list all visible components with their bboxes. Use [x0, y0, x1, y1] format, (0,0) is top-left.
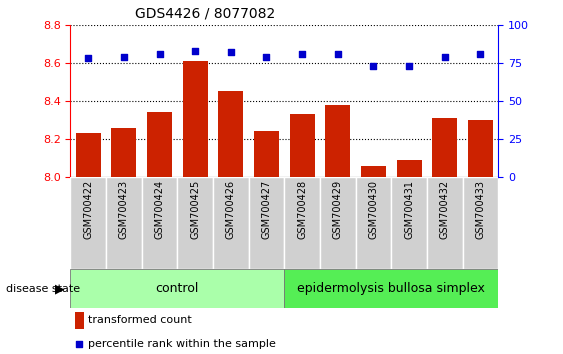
Bar: [361, 166, 386, 177]
Bar: [284, 177, 320, 269]
Text: transformed count: transformed count: [88, 315, 192, 325]
Bar: [249, 177, 284, 269]
Text: GSM700429: GSM700429: [333, 180, 343, 239]
Bar: [325, 105, 350, 177]
Point: [191, 48, 200, 53]
Text: GSM700424: GSM700424: [154, 180, 164, 239]
Point: [262, 54, 271, 59]
Bar: [106, 177, 142, 269]
Point: [298, 51, 307, 57]
Text: GSM700430: GSM700430: [368, 180, 378, 239]
Bar: [177, 177, 213, 269]
Bar: [356, 177, 391, 269]
Text: percentile rank within the sample: percentile rank within the sample: [88, 339, 276, 349]
Bar: [254, 131, 279, 177]
Bar: [70, 269, 284, 308]
Text: GSM700423: GSM700423: [119, 180, 129, 239]
Point: [333, 51, 342, 57]
Text: GSM700432: GSM700432: [440, 180, 450, 239]
Bar: [70, 177, 106, 269]
Text: ▶: ▶: [55, 282, 65, 295]
Point: [440, 54, 449, 59]
Bar: [75, 133, 101, 177]
Bar: [218, 91, 243, 177]
Text: GSM700428: GSM700428: [297, 180, 307, 239]
Bar: [432, 118, 457, 177]
Text: GSM700433: GSM700433: [475, 180, 485, 239]
Point: [155, 51, 164, 57]
Bar: [290, 114, 315, 177]
Point: [476, 51, 485, 57]
Text: GSM700425: GSM700425: [190, 180, 200, 239]
Bar: [111, 127, 136, 177]
Bar: [468, 120, 493, 177]
Text: GSM700431: GSM700431: [404, 180, 414, 239]
Text: epidermolysis bullosa simplex: epidermolysis bullosa simplex: [297, 282, 485, 295]
Text: GDS4426 / 8077082: GDS4426 / 8077082: [135, 7, 275, 21]
Bar: [284, 269, 498, 308]
Text: GSM700422: GSM700422: [83, 180, 93, 239]
Text: control: control: [155, 282, 199, 295]
Bar: [142, 177, 177, 269]
Bar: [75, 312, 84, 329]
Point: [369, 63, 378, 69]
Bar: [320, 177, 356, 269]
Bar: [427, 177, 463, 269]
Point: [226, 49, 235, 55]
Bar: [396, 160, 422, 177]
Bar: [182, 61, 208, 177]
Point: [119, 54, 128, 59]
Text: GSM700427: GSM700427: [261, 180, 271, 239]
Text: disease state: disease state: [6, 284, 80, 293]
Bar: [213, 177, 249, 269]
Bar: [391, 177, 427, 269]
Bar: [147, 112, 172, 177]
Bar: [463, 177, 498, 269]
Text: GSM700426: GSM700426: [226, 180, 236, 239]
Point: [405, 63, 414, 69]
Point: [361, 236, 370, 242]
Point: [84, 56, 93, 61]
